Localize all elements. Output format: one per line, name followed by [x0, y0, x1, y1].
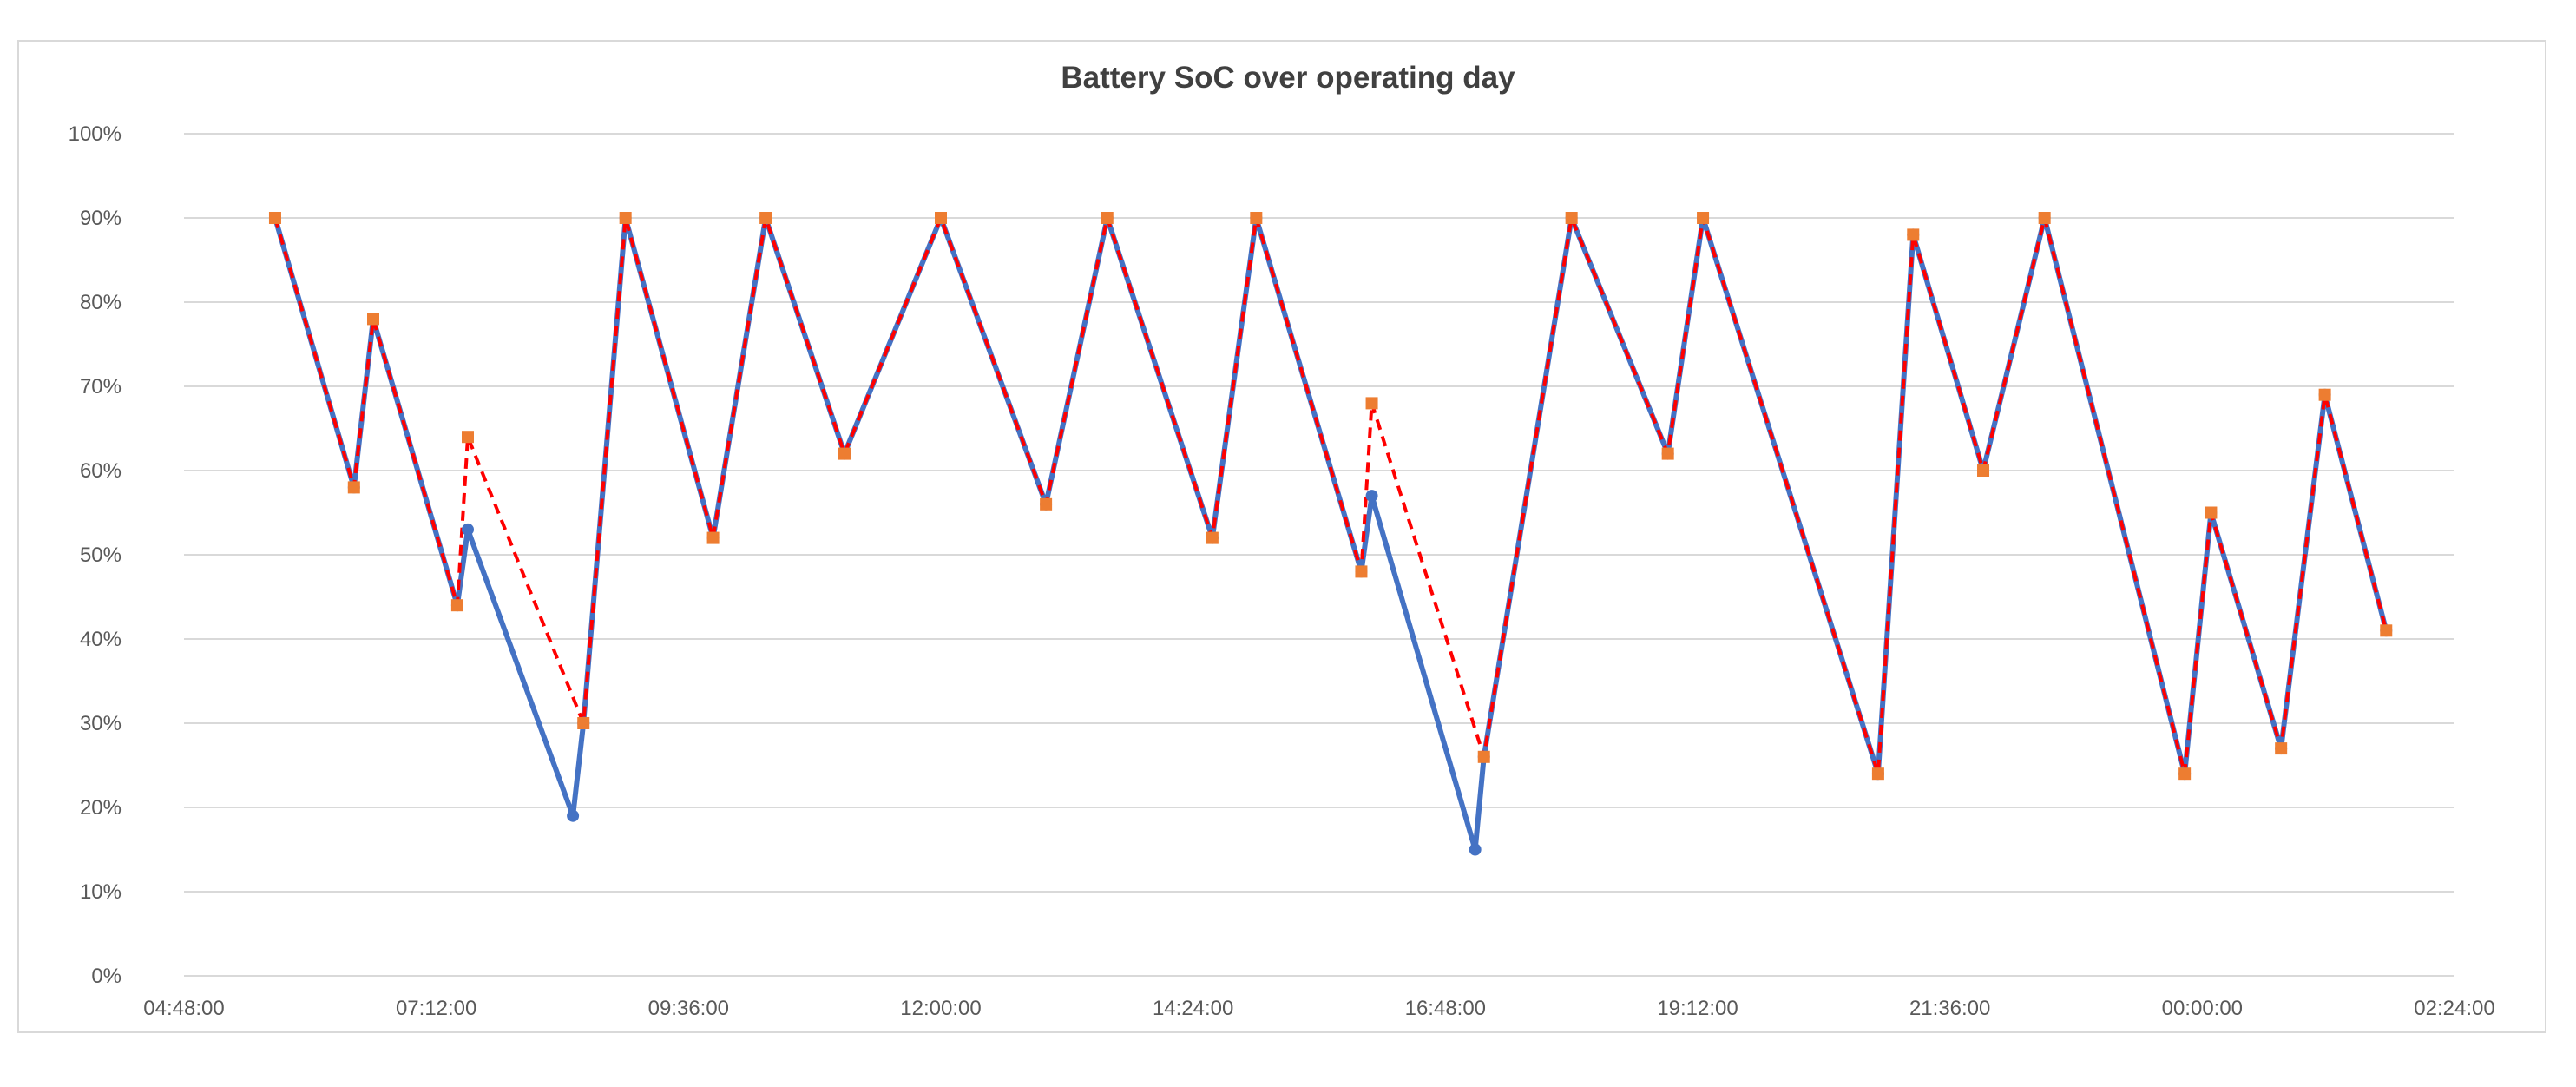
y-tick-label: 20%	[80, 796, 122, 820]
x-tick-label: 04:48:00	[143, 997, 224, 1020]
series-2-point	[1477, 750, 1490, 763]
series-1-point	[567, 809, 580, 822]
series-2-point	[2178, 767, 2192, 781]
x-tick-label: 00:00:00	[2162, 997, 2243, 1020]
y-tick-label: 30%	[80, 712, 122, 735]
series-1-point	[462, 523, 474, 536]
y-tick-label: 50%	[80, 544, 122, 567]
series-2-point	[1101, 212, 1114, 224]
series-1-point	[1365, 490, 1378, 503]
series-2-point	[1250, 212, 1263, 224]
x-tick-label: 09:36:00	[648, 997, 729, 1020]
series-2-point	[1365, 397, 1378, 410]
x-tick-label: 14:24:00	[1153, 997, 1233, 1020]
series-2-point	[1907, 228, 1920, 241]
y-tick-label: 0%	[91, 965, 122, 988]
x-tick-label: 21:36:00	[1909, 997, 1990, 1020]
series-2-point	[347, 481, 360, 494]
series-2-point	[619, 212, 632, 224]
series-2-point	[759, 212, 772, 224]
y-tick-label: 40%	[80, 628, 122, 651]
series-2-point	[2205, 506, 2218, 519]
x-tick-label: 16:48:00	[1405, 997, 1486, 1020]
y-tick-label: 90%	[80, 207, 122, 230]
series-2-point	[838, 447, 851, 460]
y-tick-label: 100%	[69, 122, 122, 146]
series-line-2	[273, 216, 2389, 776]
y-tick-label: 70%	[80, 375, 122, 399]
x-tick-label: 12:00:00	[900, 997, 981, 1020]
y-tick-label: 80%	[80, 291, 122, 314]
series-2-point	[1355, 565, 1368, 578]
series-2-point	[1206, 531, 1219, 544]
series-2-point	[268, 212, 281, 224]
series-2-point	[2275, 742, 2288, 755]
x-tick-label: 07:12:00	[396, 997, 476, 1020]
chart-title: Battery SoC over operating day	[1061, 61, 1515, 95]
series-2-point	[2318, 388, 2331, 401]
series-2-point	[2038, 212, 2051, 224]
series-2-point	[1871, 767, 1884, 781]
series-2-point	[462, 431, 474, 444]
x-tick-label: 19:12:00	[1657, 997, 1738, 1020]
series-2-point	[706, 531, 720, 544]
series-2-point	[1565, 212, 1578, 224]
series-2-point	[1661, 447, 1674, 460]
series-2-point	[367, 313, 379, 326]
series-2-point	[2380, 624, 2393, 637]
series-2-point	[1977, 464, 1990, 477]
series-line-1	[273, 215, 2389, 853]
x-tick-label: 02:24:00	[2414, 997, 2494, 1020]
series-2-point	[577, 717, 590, 729]
series-2-point	[1697, 212, 1710, 224]
y-tick-label: 10%	[80, 880, 122, 904]
series-2-point	[935, 212, 947, 224]
series-1-point	[1469, 843, 1482, 856]
series-2-point	[450, 599, 463, 612]
series-2-point	[1040, 497, 1053, 511]
y-tick-label: 60%	[80, 459, 122, 483]
